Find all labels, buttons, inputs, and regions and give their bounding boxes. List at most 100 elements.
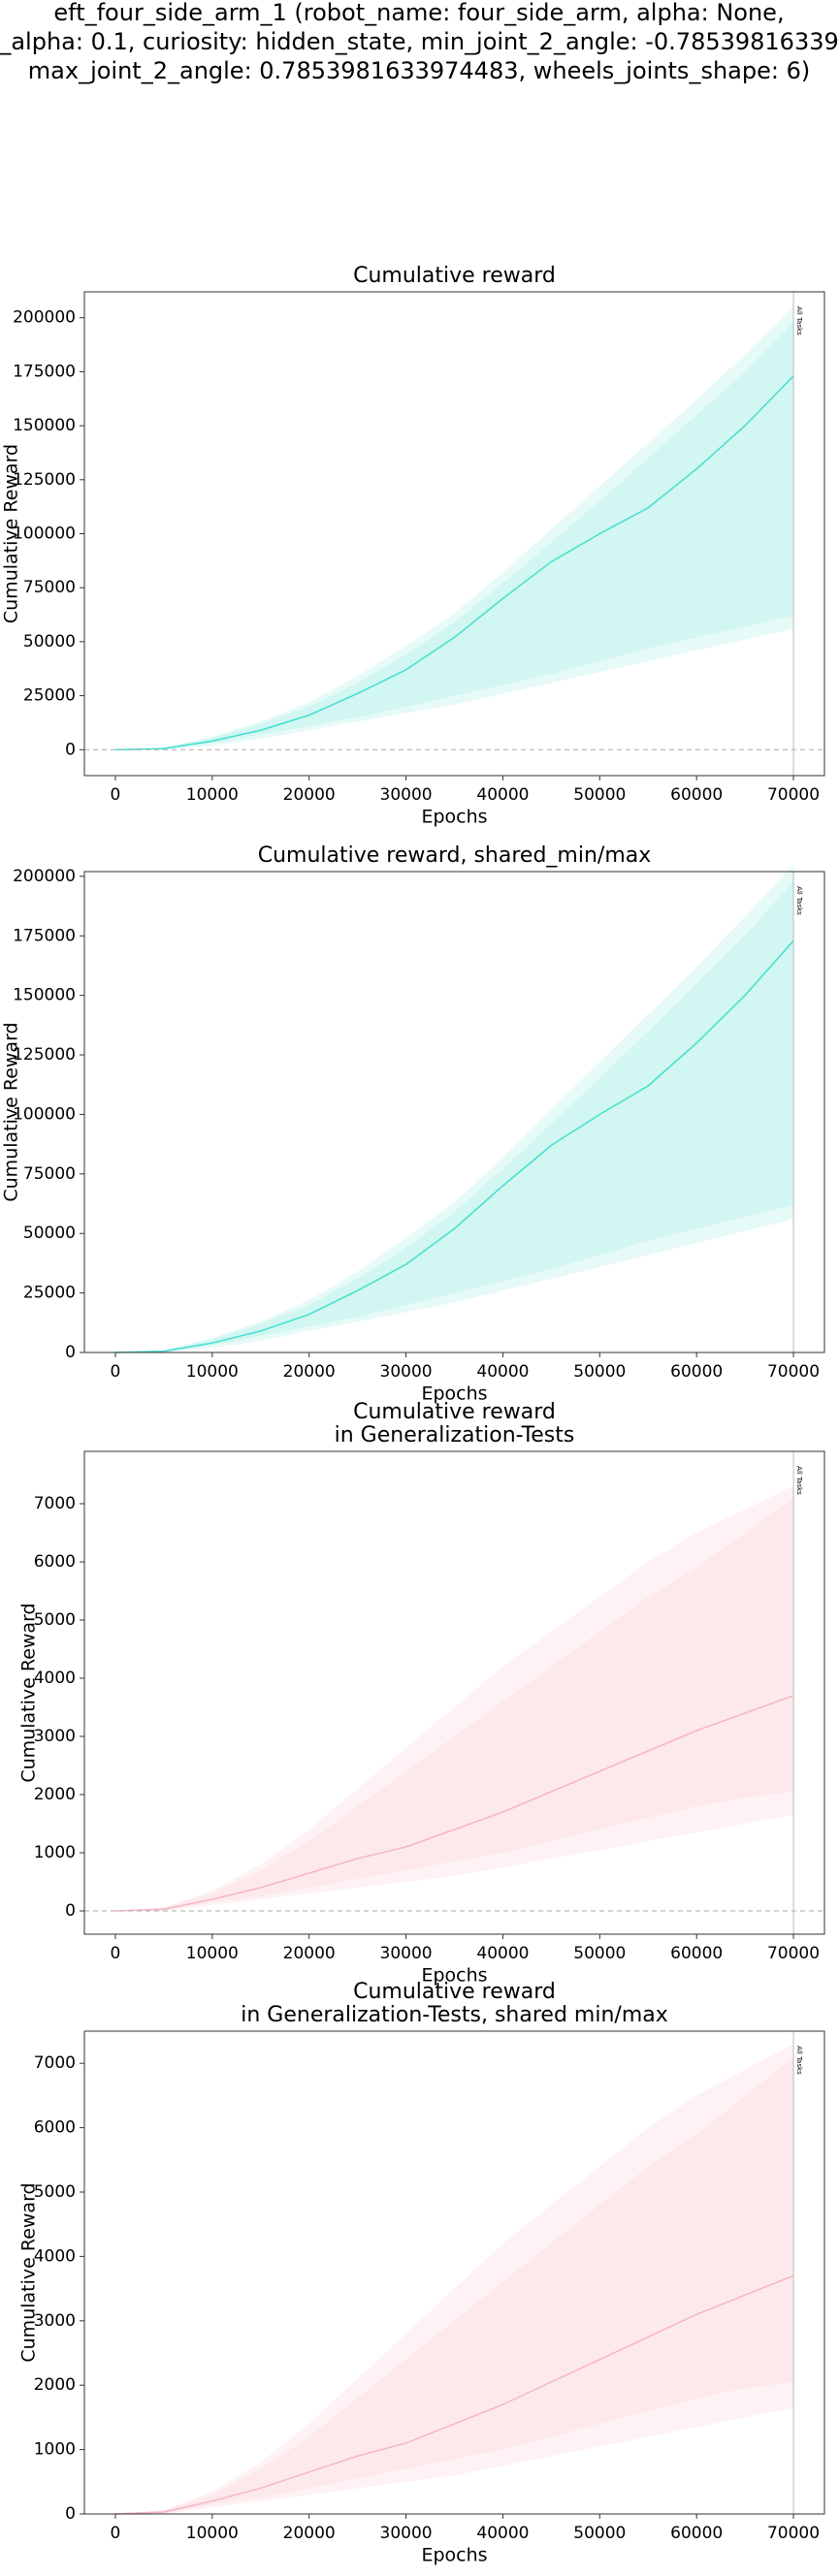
y-tick-label: 3000 — [34, 1727, 76, 1746]
y-tick-label: 100000 — [13, 1104, 76, 1124]
x-tick-label: 40000 — [476, 2524, 529, 2543]
plot-frame — [83, 871, 825, 1353]
y-tick-label: 4000 — [34, 1669, 76, 1688]
y-tick-label: 150000 — [13, 416, 76, 435]
x-tick-label: 30000 — [380, 1944, 433, 1963]
annotation: All Tasks — [795, 886, 803, 915]
y-tick-label: 75000 — [23, 578, 76, 597]
y-tick-label: 25000 — [23, 686, 76, 706]
x-tick-label: 0 — [111, 1944, 121, 1963]
x-tick-label: 70000 — [767, 1944, 820, 1963]
y-tick-label: 125000 — [13, 470, 76, 490]
x-tick-label: 10000 — [186, 2524, 239, 2543]
x-tick-label: 50000 — [573, 785, 626, 805]
band — [114, 2056, 794, 2514]
y-tick-label: 175000 — [13, 362, 76, 381]
y-axis-label: Cumulative Reward — [1, 444, 22, 623]
x-tick-label: 20000 — [283, 785, 336, 805]
y-tick-label: 2000 — [34, 2375, 76, 2395]
y-tick-label: 1000 — [34, 2440, 76, 2460]
chart: Cumulative reward All Tasks 0 10000 20000 300… — [1, 264, 825, 828]
x-tick-label: 50000 — [573, 1362, 626, 1382]
y-tick-label: 5000 — [34, 1610, 76, 1630]
chart-title: in Generalization-Tests, shared min/max — [241, 2003, 668, 2027]
y-tick-label: 4000 — [34, 2246, 76, 2266]
y-tick-label: 100000 — [13, 525, 76, 544]
band — [114, 880, 794, 1352]
y-tick-label: 6000 — [34, 2118, 76, 2138]
x-tick-label: 0 — [111, 785, 121, 805]
figure-title: eft_four_side_arm_1 (robot_name: four_si… — [53, 0, 784, 26]
x-tick-label: 10000 — [186, 785, 239, 805]
x-tick-label: 30000 — [380, 2524, 433, 2543]
y-tick-label: 75000 — [23, 1164, 76, 1184]
y-tick-label: 0 — [65, 1343, 76, 1362]
x-tick-label: 10000 — [186, 1944, 239, 1963]
plot-frame — [83, 2030, 825, 2515]
chart-title: Cumulative reward — [353, 1400, 556, 1424]
y-tick-label: 0 — [65, 1901, 76, 1921]
line — [114, 375, 794, 751]
x-tick-label: 10000 — [186, 1362, 239, 1382]
x-tick-label: 70000 — [767, 1362, 820, 1382]
x-tick-label: 40000 — [476, 785, 529, 805]
y-tick-label: 2000 — [34, 1785, 76, 1804]
y-tick-label: 7000 — [34, 2053, 76, 2073]
x-tick-label: 60000 — [670, 1944, 723, 1963]
annotation: All Tasks — [795, 2046, 803, 2075]
annotation: All Tasks — [795, 1466, 803, 1495]
x-tick-label: 60000 — [670, 785, 723, 805]
plot-frame — [83, 1450, 825, 1935]
y-tick-label: 175000 — [13, 926, 76, 945]
y-tick-label: 50000 — [23, 1224, 76, 1243]
x-axis-label: Epochs — [421, 1965, 487, 1987]
x-tick-label: 50000 — [573, 2524, 626, 2543]
chart-title: in Generalization-Tests — [335, 1423, 575, 1447]
x-tick-label: 40000 — [476, 1944, 529, 1963]
x-tick-label: 40000 — [476, 1362, 529, 1382]
chart: Cumulative reward, shared_min/max All Tas… — [1, 843, 825, 1405]
x-tick-label: 60000 — [670, 2524, 723, 2543]
x-axis-label: Epochs — [421, 2545, 487, 2566]
x-tick-label: 20000 — [283, 1944, 336, 1963]
y-tick-label: 3000 — [34, 2311, 76, 2331]
y-axis-label: Cumulative Reward — [1, 1022, 22, 1201]
y-tick-label: 200000 — [13, 308, 76, 328]
y-tick-label: 1000 — [34, 1843, 76, 1862]
line — [114, 2274, 794, 2515]
y-tick-label: 6000 — [34, 1552, 76, 1572]
y-tick-label: 25000 — [23, 1284, 76, 1303]
y-tick-label: 7000 — [34, 1494, 76, 1513]
band — [114, 322, 794, 750]
y-tick-label: 5000 — [34, 2182, 76, 2202]
x-tick-label: 30000 — [380, 1362, 433, 1382]
y-tick-label: 50000 — [23, 632, 76, 652]
x-tick-label: 60000 — [670, 1362, 723, 1382]
y-axis-label: Cumulative Reward — [18, 1603, 40, 1782]
x-tick-label: 30000 — [380, 785, 433, 805]
chart-title: Cumulative reward — [353, 264, 556, 288]
x-tick-label: 70000 — [767, 2524, 820, 2543]
x-tick-label: 50000 — [573, 1944, 626, 1963]
x-tick-label: 20000 — [283, 1362, 336, 1382]
band — [114, 1498, 794, 1911]
x-tick-label: 0 — [111, 1362, 121, 1382]
line — [114, 1695, 794, 1912]
x-tick-label: 0 — [111, 2524, 121, 2543]
figure-title: max_joint_2_angle: 0.7853981633974483, w… — [28, 57, 810, 84]
chart-title: Cumulative reward — [353, 1980, 556, 2004]
y-tick-label: 200000 — [13, 867, 76, 886]
figure-title: normal_alpha: 0.1, curiosity: hidden_sta… — [0, 28, 839, 55]
x-axis-label: Epochs — [421, 807, 487, 828]
x-tick-label: 70000 — [767, 785, 820, 805]
y-tick-label: 150000 — [13, 986, 76, 1005]
y-tick-label: 0 — [65, 740, 76, 759]
line — [114, 939, 794, 1353]
chart-title: Cumulative reward, shared_min/max — [258, 843, 652, 868]
annotation: All Tasks — [795, 306, 803, 335]
y-tick-label: 125000 — [13, 1045, 76, 1065]
x-tick-label: 20000 — [283, 2524, 336, 2543]
